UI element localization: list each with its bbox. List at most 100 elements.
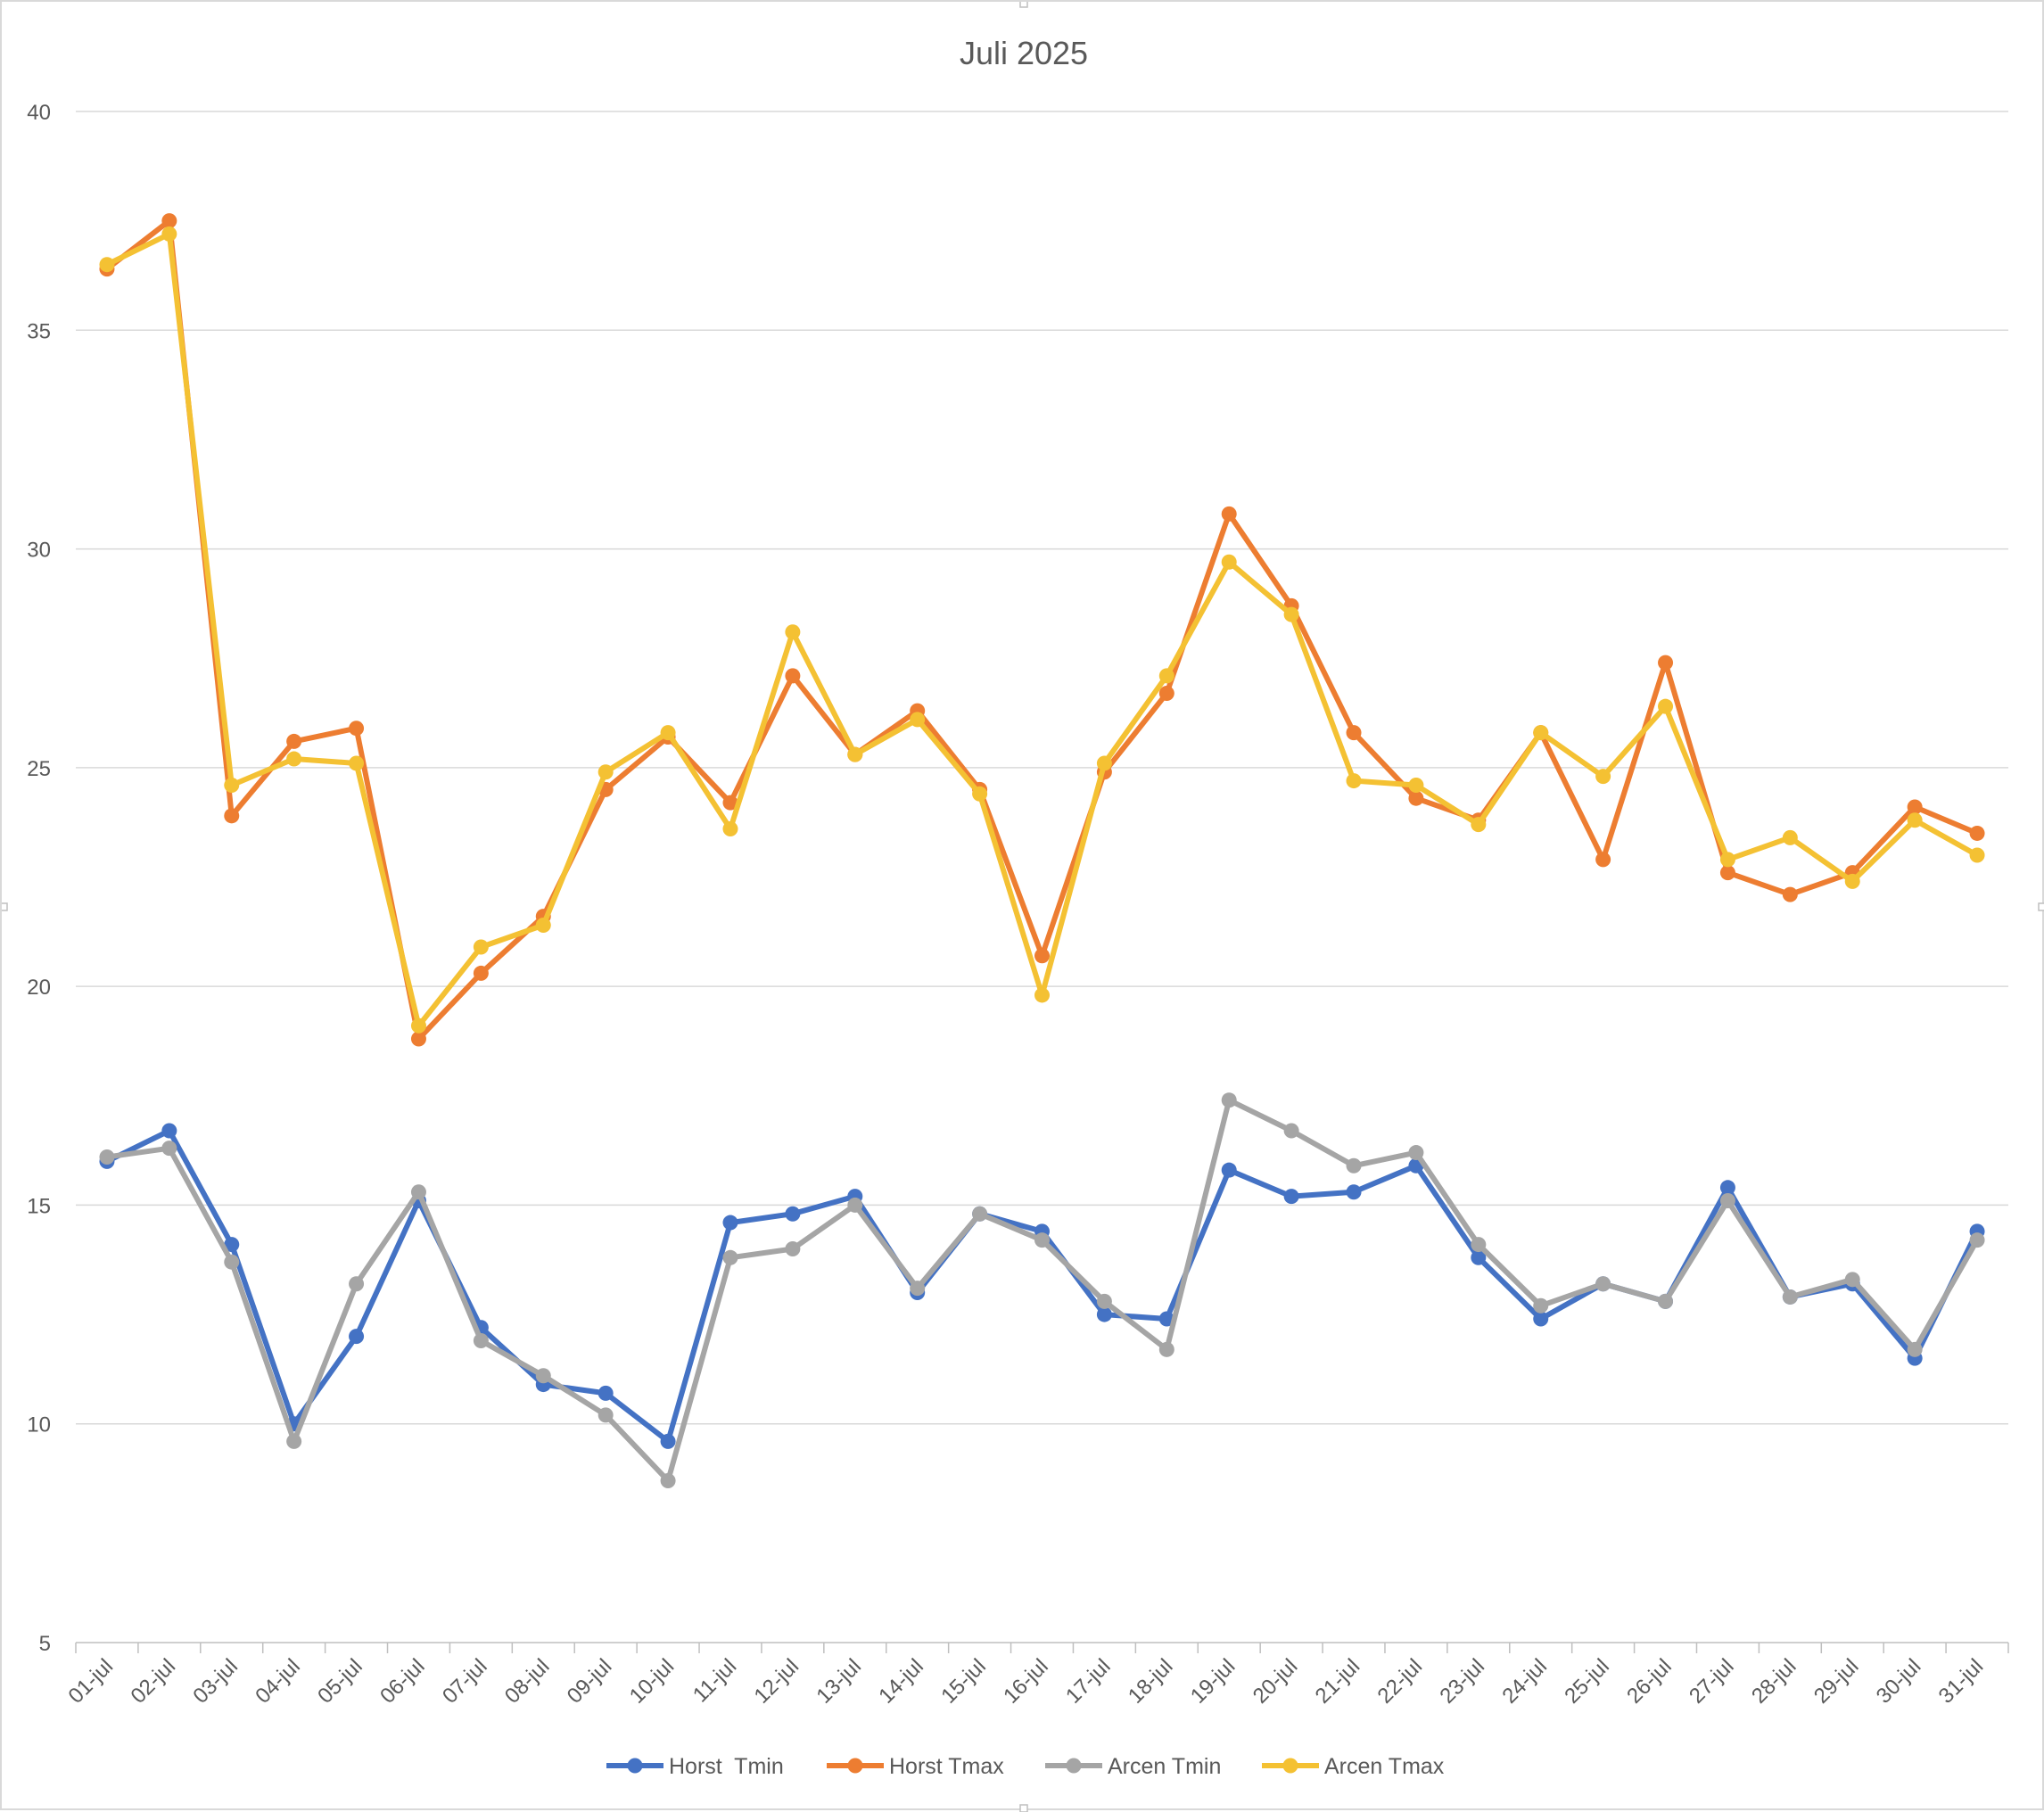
data-point (1782, 829, 1798, 845)
x-axis: 01-jul 02-jul 03-jul 04-jul 05-jul 06-jul 07-j… (64, 1643, 2009, 1709)
data-point (1221, 1092, 1237, 1108)
legend-marker (1282, 1758, 1298, 1774)
data-point (99, 257, 115, 273)
x-tick-label: 30-jul (1872, 1654, 1926, 1709)
x-tick-label: 05-jul (313, 1654, 367, 1709)
data-point (161, 226, 177, 242)
x-tick-label: 21-jul (1311, 1654, 1365, 1709)
data-point (410, 1184, 426, 1200)
data-point (1719, 852, 1735, 868)
resize-handle (1019, 1804, 1028, 1812)
data-point (972, 786, 988, 802)
y-axis-ticks: 5 10 15 20 25 30 35 40 (27, 101, 51, 1656)
data-point (161, 1141, 177, 1157)
data-point (722, 1249, 738, 1265)
data-point (910, 1281, 926, 1297)
data-point (1595, 852, 1611, 868)
data-point (598, 764, 614, 780)
data-point (1283, 606, 1299, 622)
data-point (1221, 554, 1237, 570)
y-tick-label: 15 (27, 1194, 51, 1218)
data-point (1844, 873, 1860, 889)
data-point (286, 1433, 302, 1449)
data-point (473, 1333, 489, 1349)
series-1 (99, 1123, 1985, 1449)
data-point (224, 777, 240, 793)
data-point (785, 668, 801, 684)
y-tick-label: 25 (27, 757, 51, 781)
legend-label: Horst Tmin (669, 1754, 784, 1779)
x-tick-label: 07-jul (438, 1654, 492, 1709)
data-point (286, 751, 302, 767)
x-tick-label: 18-jul (1124, 1654, 1178, 1709)
x-tick-label: 23-jul (1435, 1654, 1489, 1709)
series-line (104, 1128, 1980, 1445)
series-2 (99, 213, 1985, 1047)
legend-entry-2[interactable]: Horst Tmax (827, 1754, 1004, 1779)
series-3 (99, 1092, 1985, 1488)
legend-marker (847, 1758, 863, 1774)
x-tick-label: 27-jul (1685, 1654, 1739, 1709)
data-point (1346, 1184, 1362, 1200)
data-point (473, 965, 489, 981)
data-point (1782, 1289, 1798, 1305)
data-point (1595, 1276, 1611, 1292)
chart-title: Juli 2025 (960, 35, 1088, 71)
data-point (1034, 987, 1050, 1003)
data-point (1969, 847, 1985, 863)
data-point (910, 712, 926, 728)
data-point (224, 808, 240, 824)
data-point (972, 1206, 988, 1222)
data-point (535, 917, 551, 933)
data-point (1595, 769, 1611, 785)
data-point (1471, 1249, 1487, 1265)
data-point (1719, 865, 1735, 881)
data-point (1096, 1306, 1112, 1322)
legend[interactable]: Horst Tmin Horst Tmax Arcen Tmin Arcen Tmax (606, 1754, 1445, 1779)
data-point (410, 1031, 426, 1047)
series-line (104, 218, 1980, 1042)
resize-handle (2038, 902, 2044, 911)
data-point (224, 1237, 240, 1253)
legend-entry-4[interactable]: Arcen Tmax (1262, 1754, 1445, 1779)
data-point (349, 1276, 365, 1292)
x-tick-label: 16-jul (999, 1654, 1053, 1709)
data-point (722, 795, 738, 811)
y-tick-label: 10 (27, 1413, 51, 1437)
x-tick-label: 01-jul (64, 1654, 119, 1709)
data-point (1533, 1297, 1549, 1314)
data-point (1221, 506, 1237, 522)
x-tick-label: 20-jul (1249, 1654, 1303, 1709)
data-point (660, 725, 676, 741)
data-point (1969, 825, 1985, 841)
x-tick-label: 13-jul (812, 1654, 866, 1709)
data-point (1408, 777, 1424, 793)
legend-label: Arcen Tmin (1108, 1754, 1221, 1779)
data-point (1096, 755, 1112, 771)
x-tick-label: 11-jul (688, 1654, 741, 1707)
data-point (722, 821, 738, 837)
x-tick-label: 28-jul (1747, 1654, 1801, 1709)
data-point (660, 1433, 676, 1449)
data-point (1844, 1272, 1860, 1288)
data-point (1658, 1293, 1674, 1309)
y-tick-label: 5 (39, 1632, 51, 1656)
data-point (1158, 685, 1174, 701)
data-point (847, 1197, 863, 1213)
series-line (104, 231, 1980, 1029)
data-point (473, 939, 489, 955)
legend-label: Horst Tmax (889, 1754, 1004, 1779)
x-tick-label: 25-jul (1560, 1654, 1614, 1709)
data-point (1346, 1157, 1362, 1174)
legend-entry-3[interactable]: Arcen Tmin (1045, 1754, 1221, 1779)
x-tick-label: 31-jul (1934, 1654, 1989, 1709)
data-point (785, 1206, 801, 1222)
x-tick-label: 29-jul (1809, 1654, 1864, 1709)
legend-marker (1066, 1758, 1082, 1774)
x-tick-label: 12-jul (750, 1654, 804, 1709)
legend-entry-1[interactable]: Horst Tmin (606, 1754, 784, 1779)
x-tick-label: 15-jul (936, 1654, 991, 1709)
